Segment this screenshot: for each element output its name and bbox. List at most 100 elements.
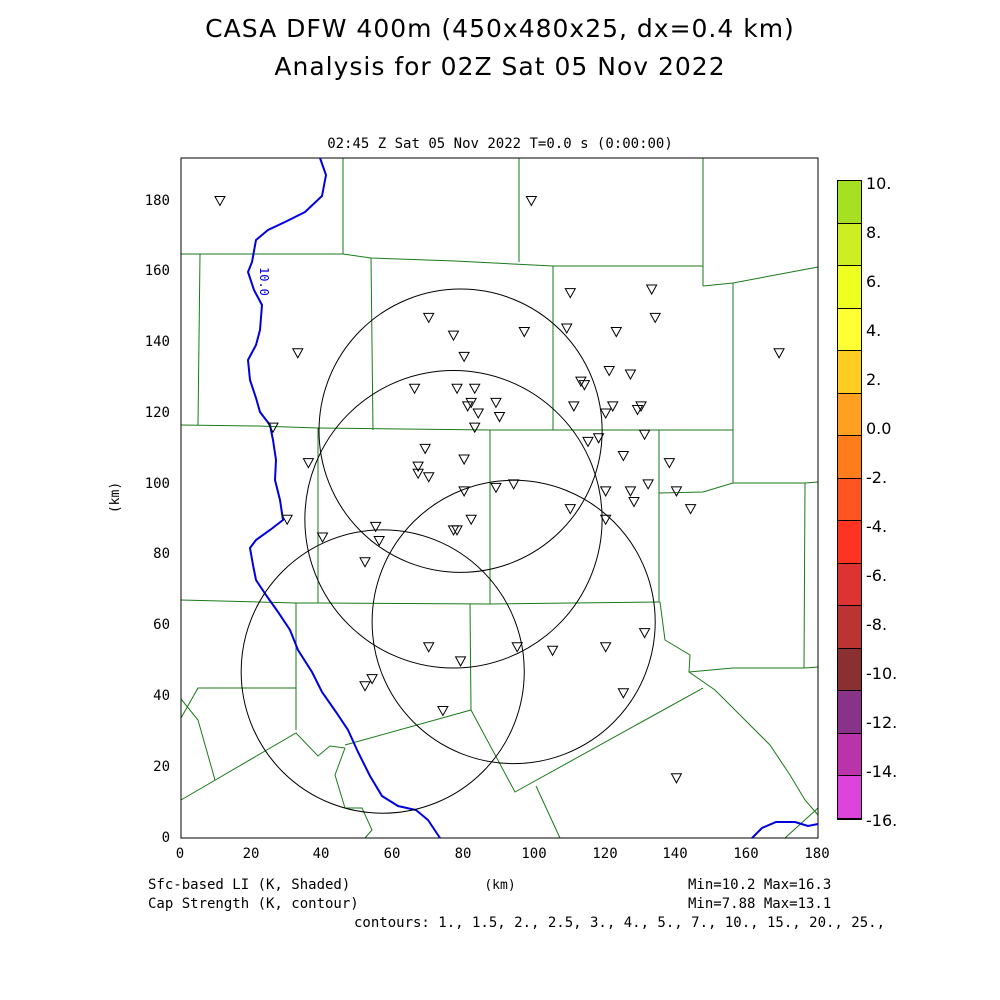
- station-marker: [560, 323, 573, 335]
- station-marker: [419, 443, 432, 455]
- station-marker: [214, 196, 226, 207]
- colorbar-label: 8.: [866, 223, 882, 242]
- station-marker: [458, 351, 470, 363]
- station-marker: [422, 312, 435, 324]
- station-marker: [267, 422, 279, 434]
- radar-range-circle: [304, 370, 603, 669]
- station-marker: [582, 436, 594, 448]
- station-marker: [412, 461, 424, 473]
- colorbar-label: -14.: [866, 762, 898, 781]
- y-tick-60: 60: [153, 617, 170, 633]
- colorbar-label: 0.0: [866, 419, 892, 438]
- station-marker: [525, 196, 538, 207]
- station-marker: [617, 688, 630, 699]
- station-marker: [422, 472, 435, 483]
- footer-contour-levels: contours: 1., 1.5, 2., 2.5, 3., 4., 5., …: [354, 915, 886, 931]
- valid-time-subtitle: 02:45 Z Sat 05 Nov 2022 T=0.0 s (0:00:00…: [327, 136, 673, 152]
- station-marker: [599, 642, 612, 653]
- y-tick-20: 20: [153, 759, 170, 775]
- figure-title-line2: Analysis for 02Z Sat 05 Nov 2022: [274, 52, 726, 81]
- station-marker: [645, 284, 658, 296]
- station-marker: [606, 401, 619, 412]
- station-marker: [316, 532, 329, 543]
- station-marker: [465, 397, 478, 409]
- station-marker: [635, 401, 647, 412]
- station-marker: [490, 397, 502, 409]
- colorbar-label: -4.: [866, 517, 888, 536]
- x-tick-40: 40: [312, 846, 330, 862]
- station-marker: [412, 468, 424, 480]
- colorbar-segment: [838, 351, 861, 394]
- station-marker: [624, 486, 637, 497]
- station-marker: [458, 454, 470, 466]
- station-marker: [472, 408, 485, 420]
- colorbar-segment: [838, 181, 861, 224]
- station-marker: [447, 330, 460, 342]
- colorbar-segment: [838, 478, 861, 522]
- colorbar-segment: [838, 308, 861, 352]
- contour-label: 10.0: [257, 267, 271, 296]
- station-marker: [649, 312, 662, 324]
- station-marker: [773, 348, 785, 359]
- station-marker: [281, 514, 294, 526]
- station-marker: [451, 383, 463, 395]
- colorbar-label: 4.: [866, 321, 882, 340]
- y-axis-label: (km): [108, 481, 124, 514]
- station-marker: [663, 458, 676, 469]
- station-marker: [359, 681, 371, 692]
- station-marker: [359, 557, 371, 568]
- colorbar-segment: [838, 776, 861, 819]
- station-marker: [603, 366, 616, 377]
- colorbar-label: -2.: [866, 468, 888, 487]
- radar-range-circle: [318, 288, 603, 573]
- x-tick-160: 160: [733, 846, 759, 862]
- y-tick-80: 80: [153, 546, 170, 562]
- station-marker: [638, 429, 651, 441]
- station-marker: [451, 525, 463, 536]
- station-marker: [518, 327, 531, 338]
- station-marker: [575, 376, 587, 388]
- colorbar-label: -6.: [866, 566, 888, 585]
- colorbar-label: -16.: [866, 811, 898, 830]
- station-marker: [638, 628, 651, 639]
- colorbar: [837, 180, 862, 820]
- footer-contour-field: Cap Strength (K, contour): [148, 896, 359, 912]
- colorbar-label: -10.: [866, 664, 898, 683]
- station-marker: [642, 479, 654, 490]
- station-marker: [546, 645, 559, 657]
- station-marker: [599, 486, 612, 497]
- station-marker: [422, 642, 435, 653]
- x-tick-80: 80: [454, 846, 472, 862]
- station-marker: [369, 521, 382, 533]
- colorbar-label: 6.: [866, 272, 882, 291]
- station-marker: [447, 525, 460, 536]
- station-marker: [617, 451, 630, 462]
- station-marker: [468, 383, 481, 395]
- station-marker: [624, 369, 637, 381]
- radar-range-circle: [240, 529, 525, 814]
- plot-frame: [180, 157, 819, 839]
- cap-strength-contour-10: [246, 157, 441, 839]
- station-marker: [684, 504, 697, 515]
- colorbar-label: -8.: [866, 615, 888, 634]
- x-tick-20: 20: [242, 846, 260, 862]
- county-boundaries: [180, 158, 819, 839]
- y-tick-120: 120: [144, 405, 170, 421]
- station-marker: [461, 401, 474, 412]
- station-marker: [493, 412, 506, 423]
- station-marker: [670, 773, 683, 784]
- surface-stations: [214, 196, 785, 784]
- station-marker: [628, 497, 640, 508]
- x-tick-60: 60: [383, 846, 401, 862]
- radar-range-circles: [240, 288, 656, 814]
- colorbar-segment: [838, 563, 861, 607]
- station-marker: [454, 656, 467, 667]
- x-tick-180: 180: [804, 846, 830, 862]
- footer-shaded-minmax: Min=10.2 Max=16.3: [688, 877, 832, 893]
- colorbar-segment: [838, 393, 861, 437]
- colorbar-segment: [838, 691, 861, 734]
- station-marker: [366, 674, 378, 685]
- x-tick-0: 0: [175, 846, 185, 862]
- radar-range-circle: [371, 479, 656, 765]
- station-marker: [610, 327, 623, 338]
